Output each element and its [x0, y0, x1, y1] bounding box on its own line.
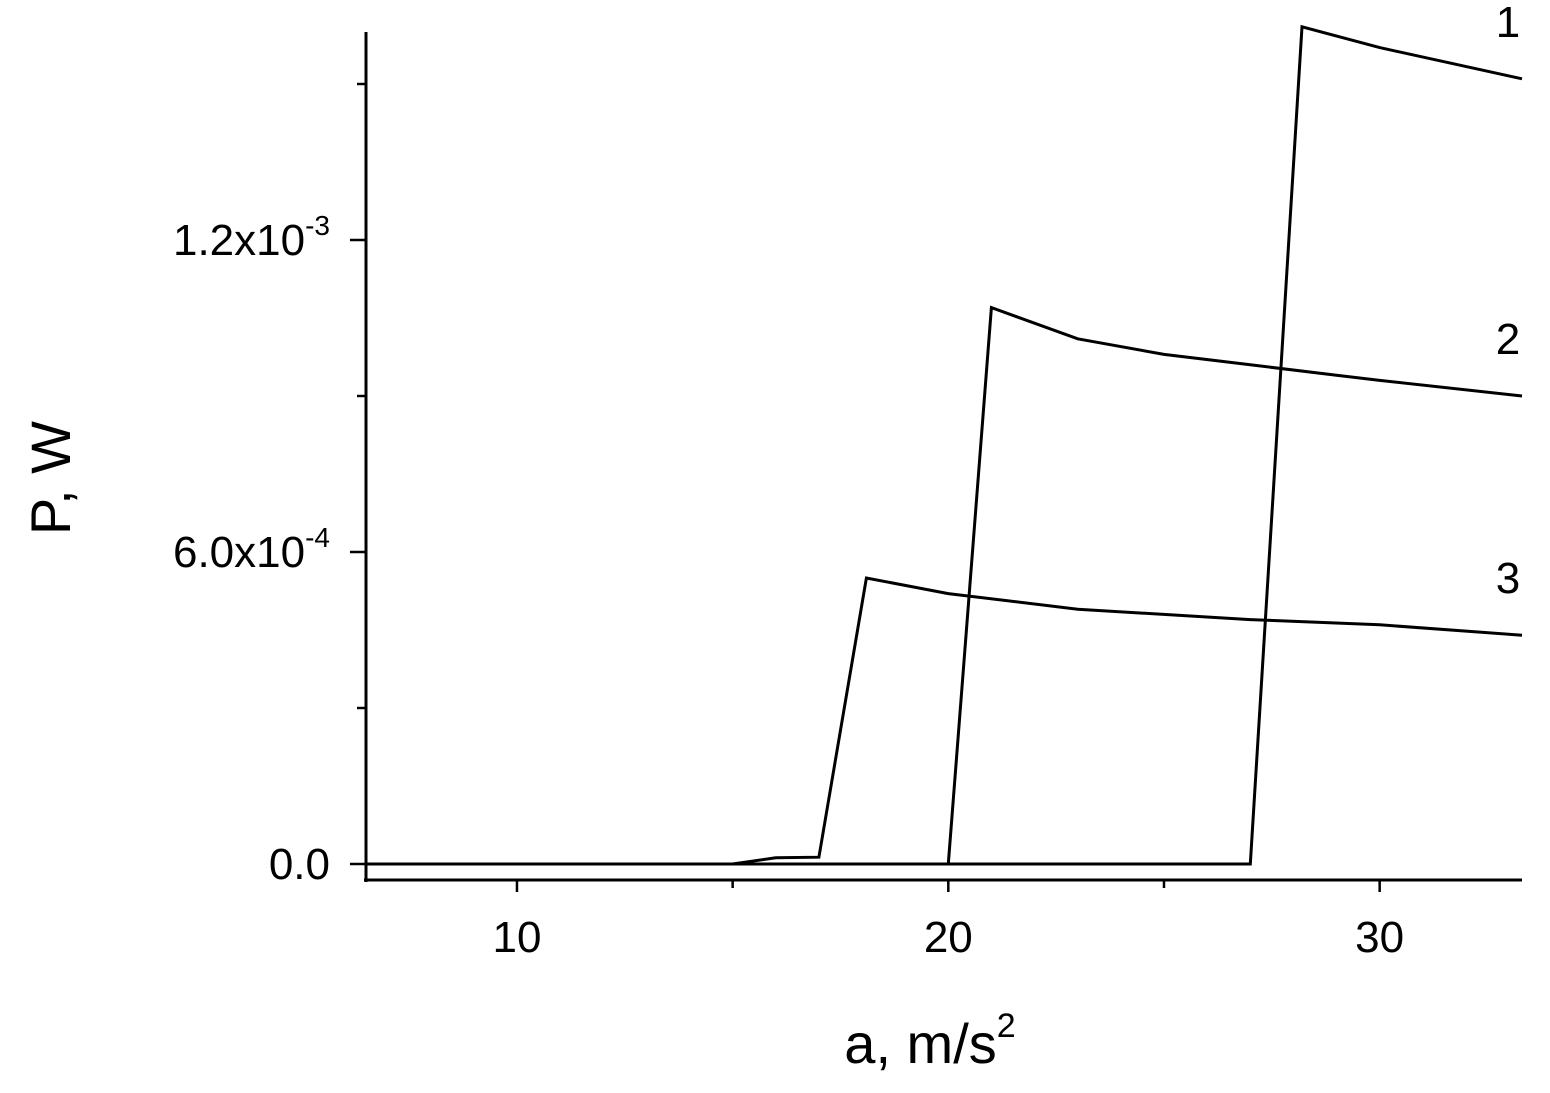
- x-tick-label: 30: [1355, 913, 1404, 962]
- series-2-label: 2: [1496, 315, 1520, 364]
- x-axis-title: a, m/s2: [844, 1007, 1015, 1075]
- y-tick-label: 0.0: [269, 840, 330, 889]
- x-axis-title-sup: 2: [997, 1007, 1016, 1045]
- x-tick-label: 20: [924, 913, 973, 962]
- series-1-label: 1: [1496, 0, 1520, 47]
- series-3-label: 3: [1496, 554, 1520, 603]
- tick-labels: 10 20 30 0.0 6.0x10-4 1.2x10-3 1 2 3: [173, 0, 1520, 962]
- axis-ticks: [350, 82, 1381, 892]
- x-tick-label: 10: [492, 913, 541, 962]
- y-axis-title: P, W: [19, 421, 82, 535]
- y-tick-label: 6.0x10-4: [173, 522, 330, 577]
- series-2-line: [366, 305, 1523, 866]
- series-lines: [366, 24, 1523, 866]
- series-1-line: [366, 24, 1523, 866]
- series-3-line: [366, 576, 1523, 866]
- y-tick-label: 1.2x10-3: [173, 210, 330, 265]
- x-axis-title-text: a, m/s: [844, 1012, 996, 1075]
